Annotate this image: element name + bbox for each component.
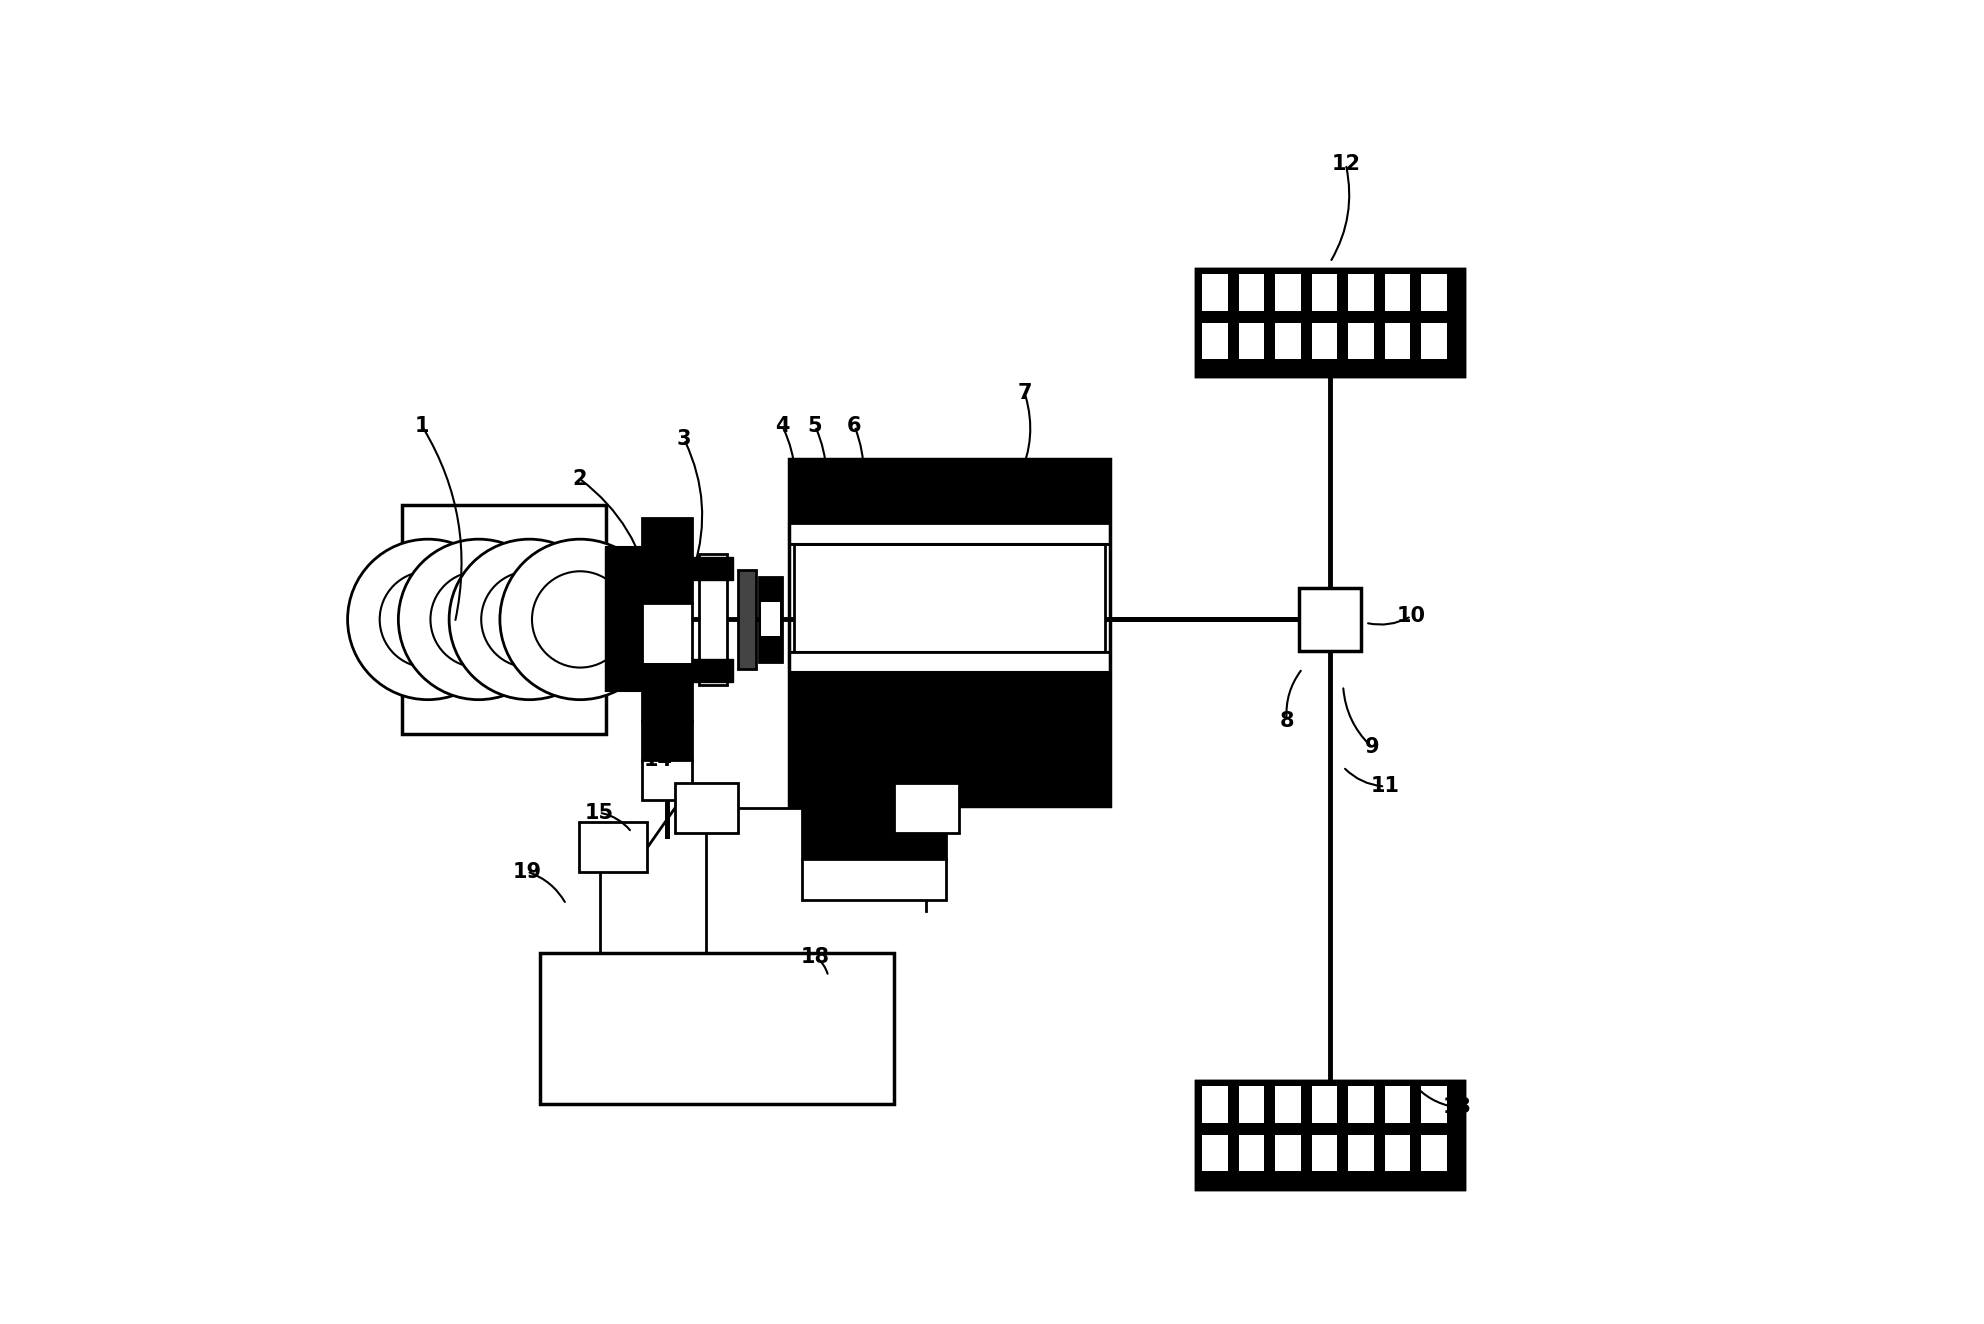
Bar: [1385, 1087, 1411, 1123]
Bar: [1196, 269, 1464, 376]
Bar: [790, 459, 1109, 523]
Bar: [1349, 274, 1373, 311]
Text: 7: 7: [1018, 384, 1032, 404]
Bar: [1238, 1087, 1264, 1123]
Bar: [1311, 1087, 1337, 1123]
Bar: [605, 547, 643, 691]
Bar: [1196, 269, 1464, 376]
Bar: [1238, 323, 1264, 359]
Bar: [1385, 274, 1411, 311]
Circle shape: [448, 539, 609, 699]
Text: 13: 13: [1442, 1098, 1472, 1117]
Bar: [579, 822, 647, 873]
Circle shape: [347, 539, 508, 699]
Bar: [403, 504, 605, 733]
Bar: [643, 760, 692, 800]
Bar: [802, 858, 946, 900]
Circle shape: [431, 571, 526, 667]
Bar: [540, 953, 893, 1104]
Bar: [643, 665, 692, 722]
Bar: [1421, 1135, 1446, 1172]
Bar: [1349, 1087, 1373, 1123]
Bar: [692, 659, 732, 682]
Text: 18: 18: [802, 947, 829, 967]
Bar: [692, 556, 732, 580]
Circle shape: [532, 571, 629, 667]
Bar: [1385, 323, 1411, 359]
Bar: [1385, 1135, 1411, 1172]
Bar: [1311, 1135, 1337, 1172]
Bar: [1238, 1135, 1264, 1172]
Text: 15: 15: [585, 802, 613, 822]
Bar: [1276, 274, 1302, 311]
Text: 12: 12: [1331, 154, 1361, 175]
Circle shape: [379, 571, 476, 667]
Text: 16: 16: [885, 737, 915, 757]
Text: 6: 6: [847, 416, 861, 436]
Bar: [1202, 1087, 1228, 1123]
Circle shape: [399, 539, 559, 699]
Bar: [1196, 1082, 1464, 1189]
Text: 19: 19: [512, 862, 542, 882]
Text: 9: 9: [1365, 737, 1379, 757]
Bar: [1196, 1082, 1464, 1189]
Bar: [1276, 1135, 1302, 1172]
Text: 5: 5: [807, 416, 823, 436]
Bar: [1202, 1135, 1228, 1172]
Circle shape: [482, 571, 577, 667]
Bar: [1421, 323, 1446, 359]
Bar: [893, 784, 958, 833]
Bar: [1276, 323, 1302, 359]
Text: 17: 17: [813, 789, 843, 809]
Bar: [790, 673, 1109, 806]
Bar: [1349, 1135, 1373, 1172]
Bar: [1421, 274, 1446, 311]
Bar: [1349, 323, 1373, 359]
Bar: [1276, 1087, 1302, 1123]
Text: 8: 8: [1280, 711, 1294, 731]
Bar: [1300, 588, 1361, 651]
Text: 1: 1: [415, 416, 429, 436]
Circle shape: [500, 539, 661, 699]
Text: 10: 10: [1397, 606, 1426, 626]
Text: 11: 11: [1371, 776, 1399, 797]
Bar: [790, 523, 1109, 544]
Bar: [1202, 274, 1228, 311]
Text: 2: 2: [571, 469, 587, 489]
Text: 4: 4: [776, 416, 790, 436]
Bar: [698, 553, 728, 685]
Bar: [758, 577, 782, 662]
Bar: [643, 518, 692, 604]
Bar: [1421, 1087, 1446, 1123]
Bar: [643, 722, 692, 760]
Bar: [794, 544, 1105, 651]
Bar: [1311, 323, 1337, 359]
Bar: [1311, 274, 1337, 311]
Bar: [790, 459, 1109, 806]
Bar: [790, 651, 1109, 673]
Bar: [738, 571, 756, 669]
Bar: [762, 602, 780, 637]
Bar: [802, 806, 946, 858]
Polygon shape: [605, 620, 643, 691]
Bar: [675, 784, 738, 833]
Bar: [1238, 274, 1264, 311]
Polygon shape: [605, 547, 643, 620]
Text: 3: 3: [677, 429, 690, 449]
Text: 14: 14: [643, 751, 673, 771]
Bar: [1202, 323, 1228, 359]
Bar: [643, 604, 692, 665]
